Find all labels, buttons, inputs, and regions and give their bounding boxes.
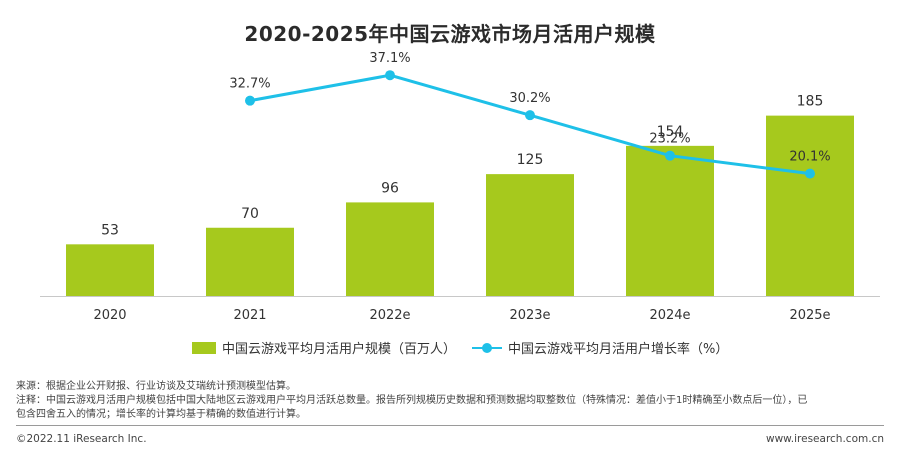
bar-2021 (206, 227, 294, 296)
growth-point-2024e (665, 150, 675, 161)
growth-label-2021: 32.7% (229, 77, 270, 92)
growth-point-2022e (385, 70, 395, 81)
source-note: 来源：根据企业公开财报、行业访谈及艾瑞统计预测模型估算。 (16, 381, 296, 392)
bar-value-label-2020: 53 (101, 222, 119, 238)
legend-label-growth: 中国云游戏平均月活用户增长率（%） (508, 342, 729, 357)
website-text: www.iresearch.com.cn (765, 433, 884, 445)
bar-2022e (346, 202, 434, 296)
x-tick-label-2021: 2021 (233, 308, 266, 323)
bar-2023e (486, 174, 574, 296)
chart-canvas: 53 70 96 125 154 185 2020 2021 2022e 2023e 2024e 20… (40, 51, 880, 323)
legend-item-growth: 中国云游戏平均月活用户增长率（%） (472, 338, 728, 357)
x-tick-label-2023e: 2023e (509, 308, 550, 323)
footnote-line-2: 包含四舍五入的情况；增长率的计算均基于精确的数值进行计算。 (16, 409, 306, 420)
growth-point-2023e (525, 110, 535, 121)
growth-label-2025e: 20.1% (789, 150, 830, 165)
x-tick-label-2020: 2020 (93, 308, 126, 323)
bar-2024e (626, 145, 714, 296)
growth-point-2025e (805, 168, 815, 179)
bar-value-label-2022e: 96 (381, 180, 399, 196)
footnote-line-1: 注释：中国云游戏月活用户规模包括中国大陆地区云游戏用户平均月活跃总数量。报告所列… (16, 395, 808, 406)
legend-bar-swatch-icon (192, 341, 216, 354)
footer-divider (16, 425, 884, 426)
bar-2020 (66, 244, 154, 296)
bar-value-label-2023e: 125 (517, 152, 544, 168)
x-tick-label-2022e: 2022e (369, 308, 410, 323)
legend-item-users: 中国云游戏平均月活用户规模（百万人） (192, 338, 456, 357)
growth-label-2022e: 37.1% (369, 51, 410, 66)
growth-point-2021 (245, 95, 255, 106)
copyright-text: ©2022.11 iResearch Inc. (16, 433, 147, 445)
bar-value-label-2021: 70 (241, 206, 259, 222)
bar-value-label-2025e: 185 (797, 94, 824, 110)
growth-label-2023e: 30.2% (509, 91, 550, 106)
legend-line-swatch-icon (472, 342, 502, 354)
x-tick-label-2025e: 2025e (789, 308, 830, 323)
chart-title: 2020-2025年中国云游戏市场月活用户规模 (244, 22, 656, 46)
legend-label-users: 中国云游戏平均月活用户规模（百万人） (222, 342, 457, 357)
bar-value-label-2024e: 154 (657, 124, 684, 140)
bar-2025e (766, 115, 854, 296)
x-tick-label-2024e: 2024e (649, 308, 690, 323)
chart-notes: 来源：根据企业公开财报、行业访谈及艾瑞统计预测模型估算。 注释：中国云游戏月活用… (16, 380, 888, 422)
growth-label-2024e: 23.2% (649, 132, 690, 147)
